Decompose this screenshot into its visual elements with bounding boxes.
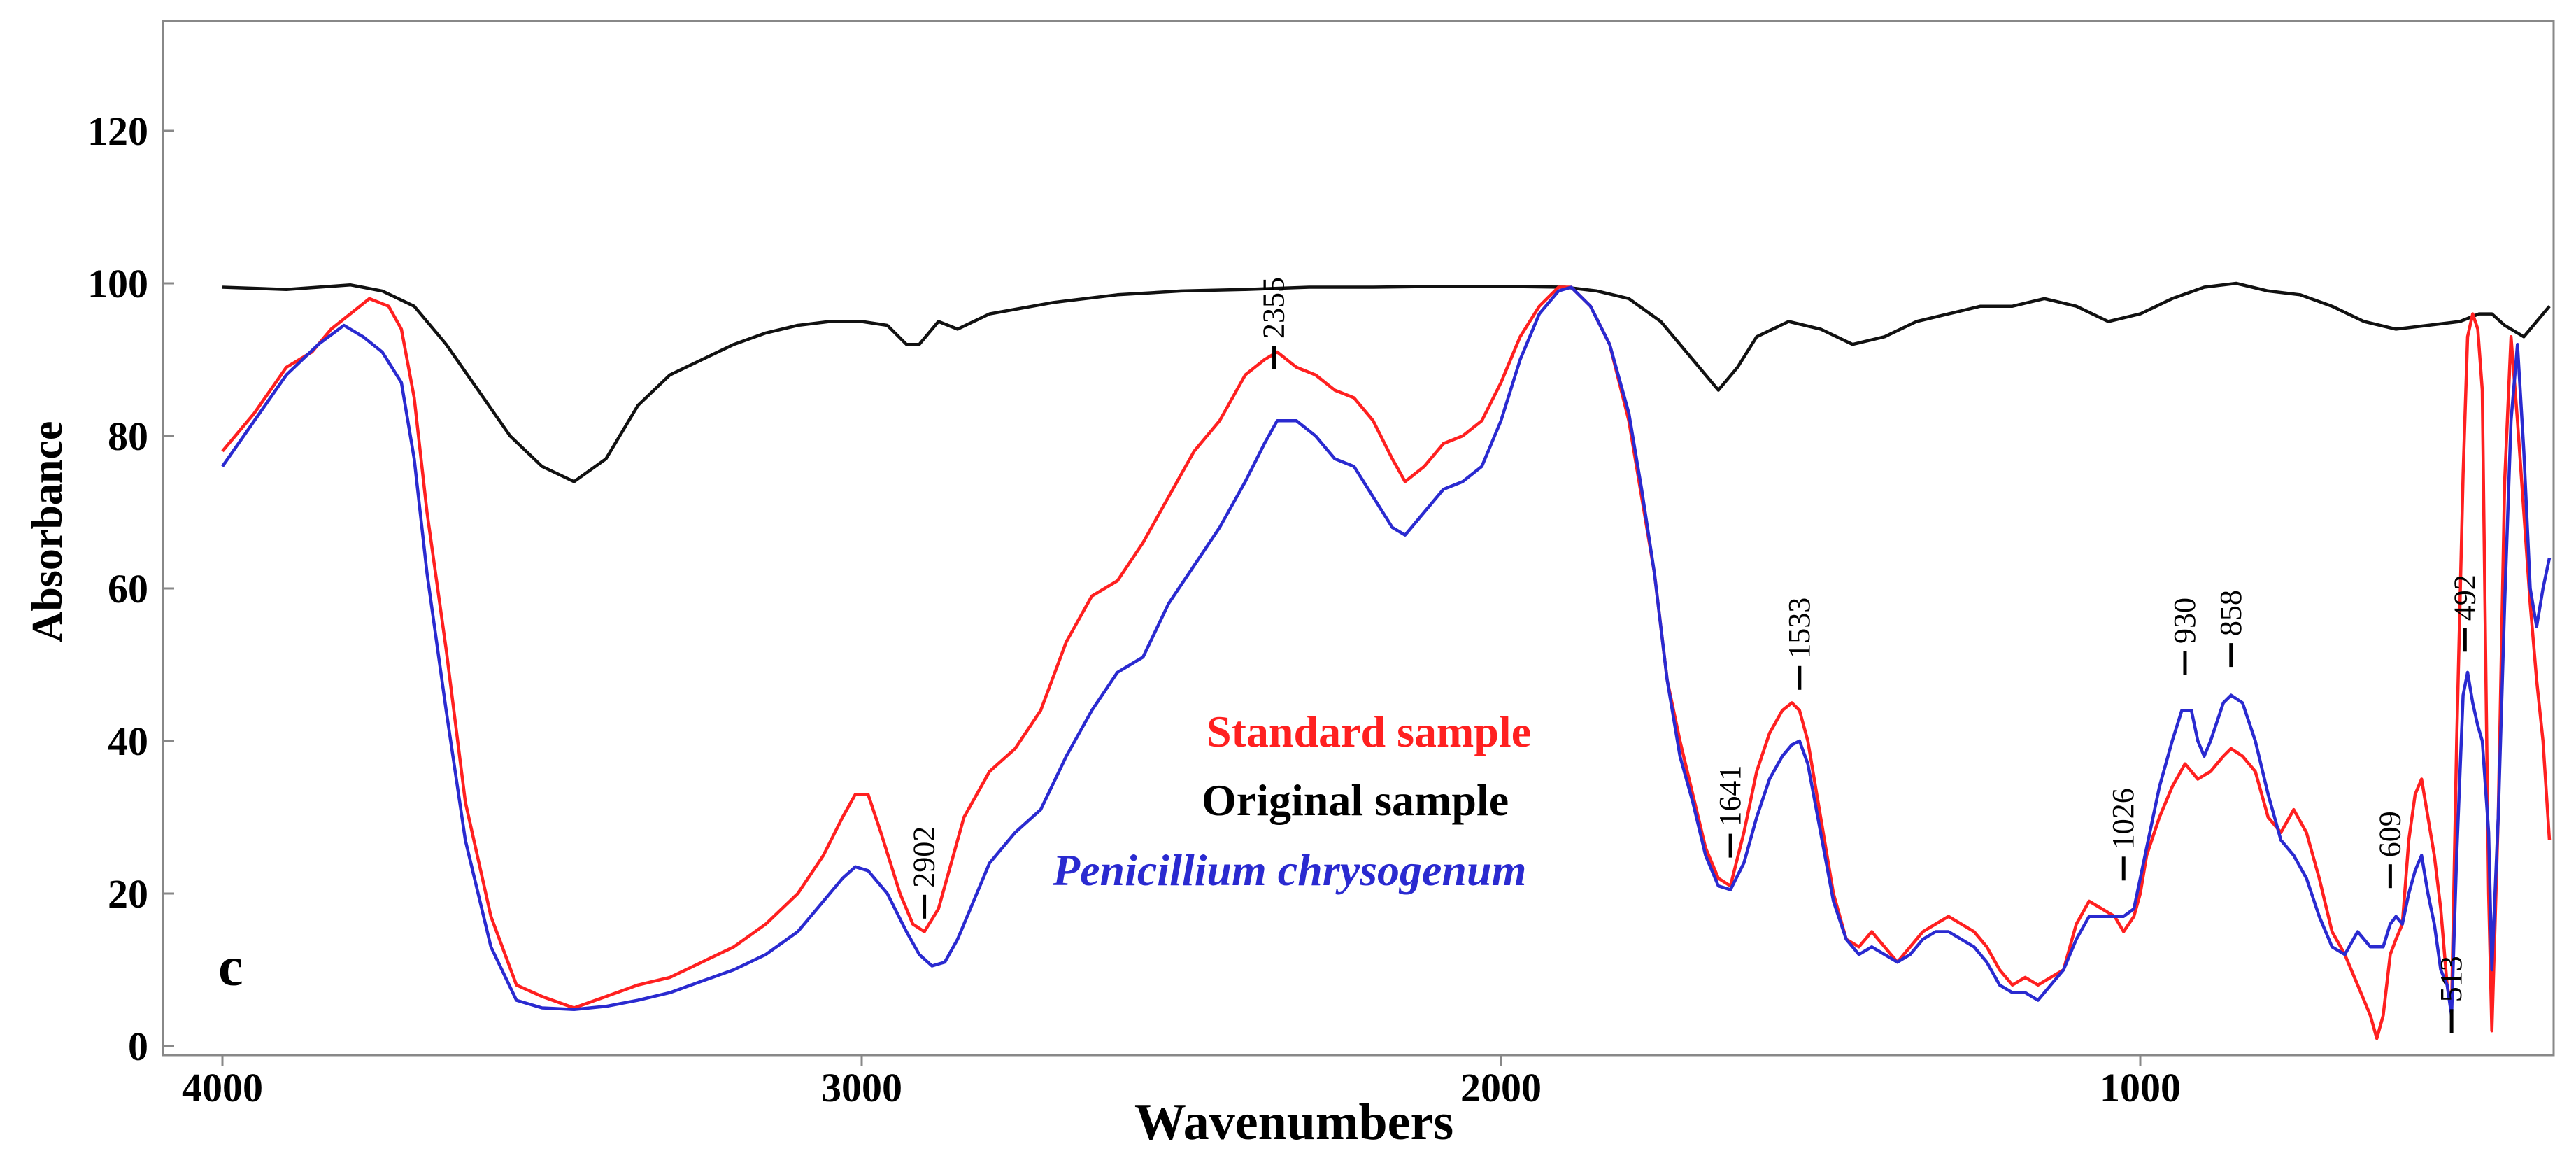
peak-label-1533: 1533 bbox=[1782, 598, 1816, 659]
legend-standard-sample: Standard sample bbox=[1207, 707, 1531, 756]
peak-label-930: 930 bbox=[2168, 598, 2202, 644]
y-tick-label: 0 bbox=[128, 1024, 148, 1069]
series-group bbox=[221, 281, 2552, 1040]
y-tick-label: 100 bbox=[87, 261, 148, 306]
peak-label-858: 858 bbox=[2214, 590, 2248, 636]
peak-label-1641: 1641 bbox=[1713, 765, 1747, 827]
series-line-original-sample bbox=[222, 281, 2551, 483]
x-tick-label: 3000 bbox=[821, 1065, 902, 1110]
x-axis-title: Wavenumbers bbox=[1134, 1094, 1453, 1151]
y-tick-label: 40 bbox=[108, 719, 148, 764]
peak-label-513: 513 bbox=[2434, 956, 2468, 1002]
x-tick-label: 2000 bbox=[1460, 1065, 1542, 1110]
y-axis-title: Absorbance bbox=[24, 421, 71, 643]
x-axis: 4000 3000 2000 1000 bbox=[182, 1055, 2181, 1110]
legend-penicillium-chrysogenum: Penicillium chrysogenum bbox=[1052, 845, 1526, 895]
y-axis: 0 20 40 60 80 100 120 bbox=[87, 108, 174, 1069]
legend-original-sample: Original sample bbox=[1202, 775, 1509, 825]
peak-label-492: 492 bbox=[2447, 574, 2482, 621]
x-tick-label: 4000 bbox=[182, 1065, 263, 1110]
peak-label-1026: 1026 bbox=[2106, 788, 2140, 849]
plot-frame bbox=[162, 20, 2555, 1057]
series-line-standard-sample bbox=[221, 285, 2552, 1040]
peak-label-2355: 2355 bbox=[1257, 277, 1291, 339]
peak-label-2902: 2902 bbox=[907, 826, 941, 888]
y-tick-label: 60 bbox=[108, 566, 148, 612]
panel-label: c bbox=[218, 936, 243, 998]
y-tick-label: 20 bbox=[108, 871, 148, 917]
y-tick-label: 80 bbox=[108, 414, 148, 459]
y-tick-label: 120 bbox=[87, 108, 148, 154]
peak-labels: 2902 2355 1641 1533 1026 930 858 609 513 492 bbox=[907, 277, 2482, 1033]
x-tick-label: 1000 bbox=[2100, 1065, 2181, 1110]
series-line-penicillium-chrysogenum bbox=[221, 285, 2552, 1017]
peak-label-609: 609 bbox=[2372, 811, 2407, 857]
